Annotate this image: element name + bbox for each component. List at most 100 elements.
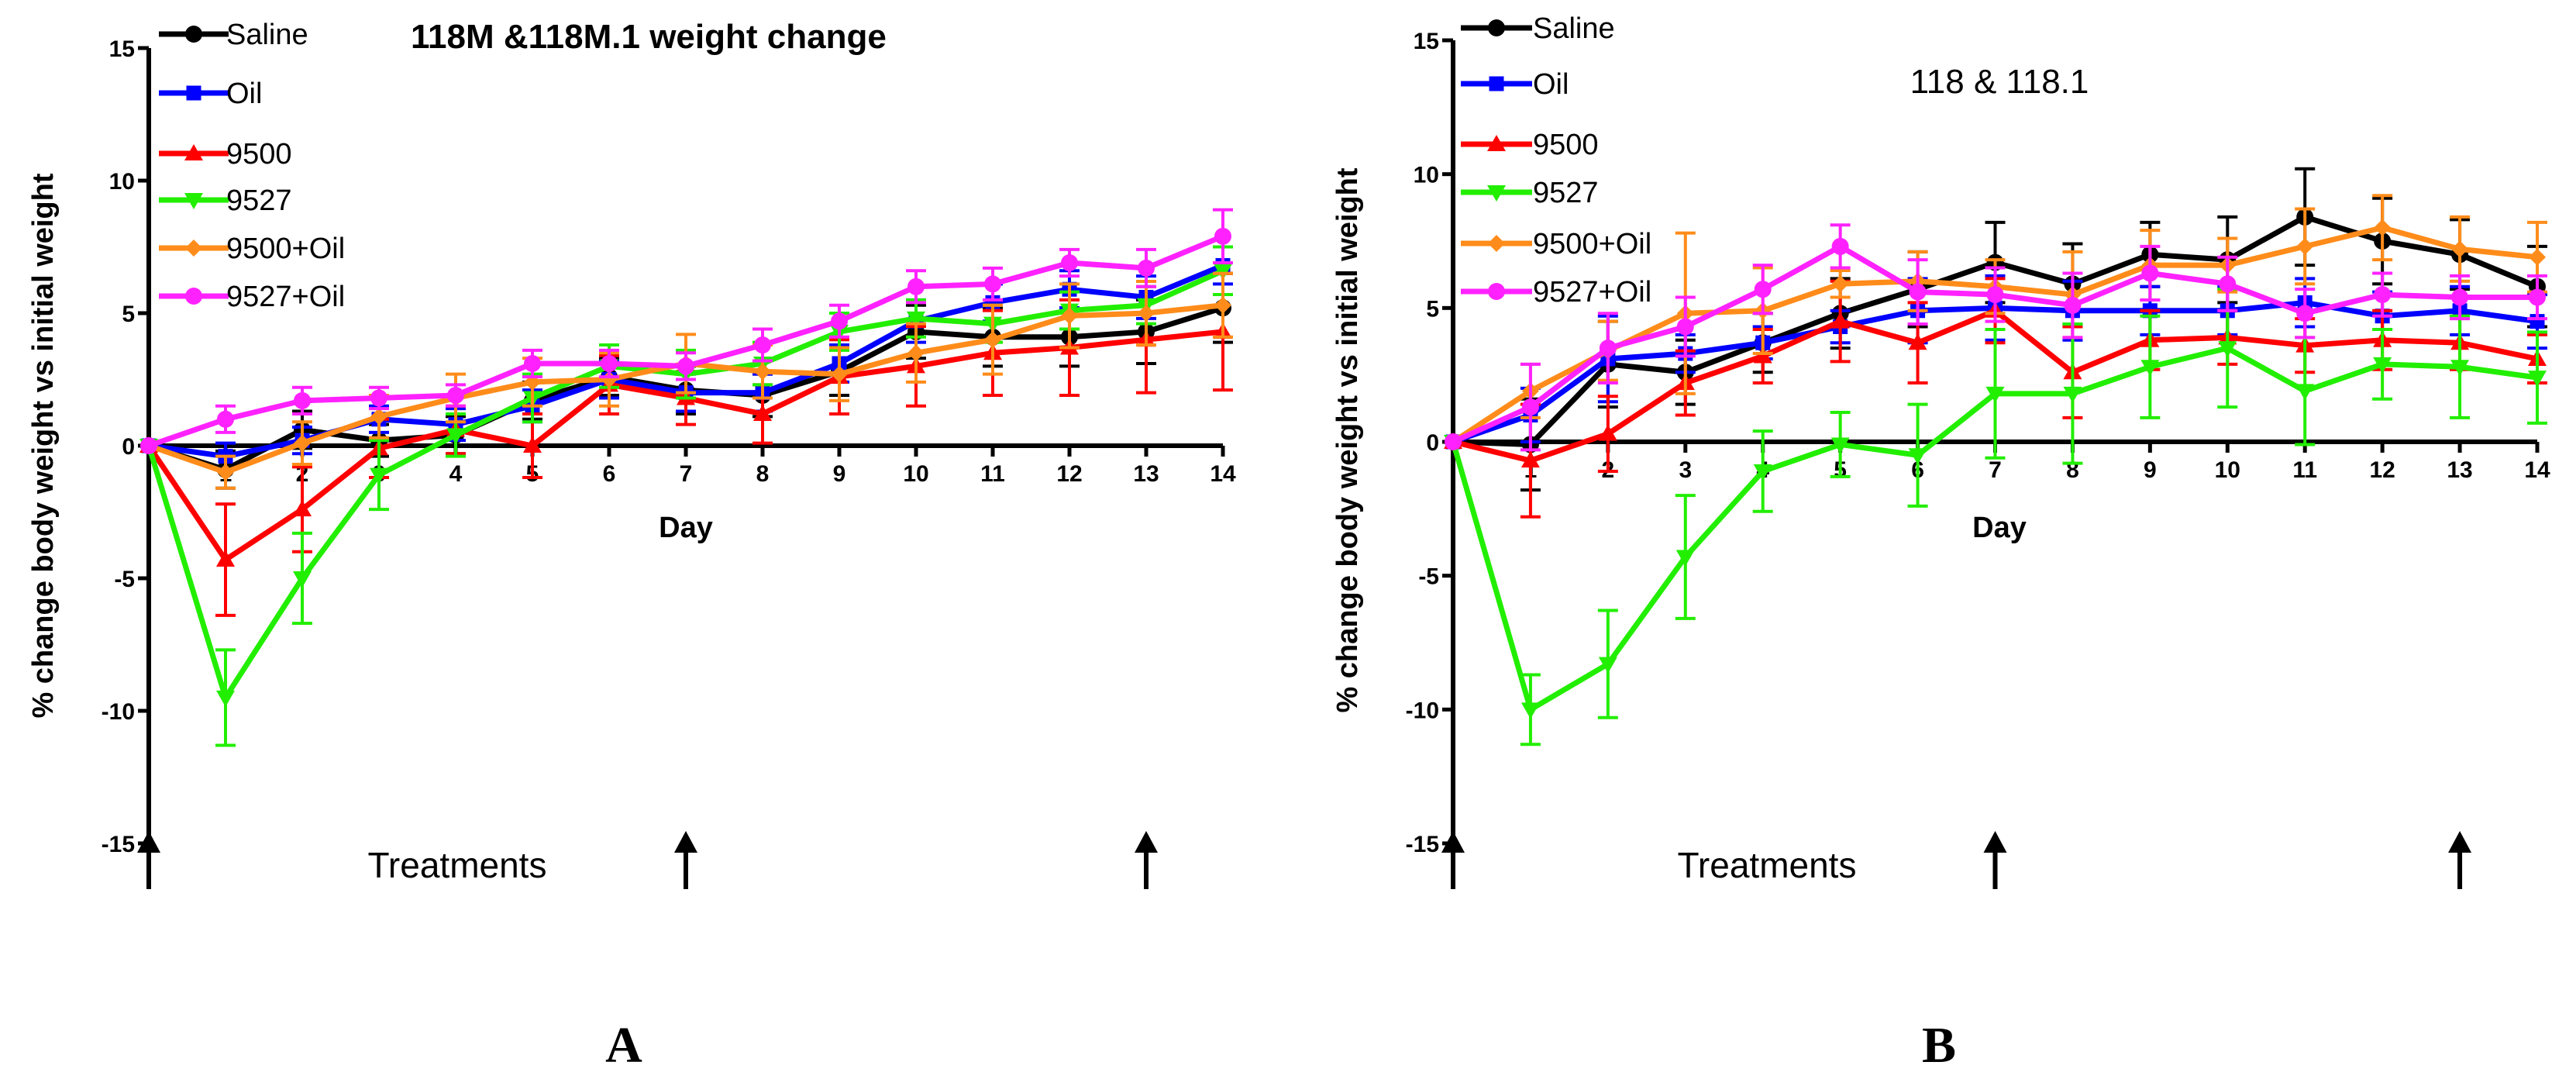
- data-point: [2451, 288, 2469, 306]
- data-point: [1909, 283, 1927, 301]
- legend-marker: [1488, 283, 1505, 300]
- data-point: [370, 467, 388, 484]
- series-9527+Oil: [140, 208, 1233, 454]
- data-point: [1520, 702, 1540, 719]
- y-tick-label: -15: [1406, 832, 1439, 857]
- x-tick-label: 12: [2369, 457, 2395, 483]
- legend-marker: [185, 240, 202, 257]
- data-point: [1598, 424, 1617, 441]
- legend-marker: [185, 288, 202, 305]
- data-point: [216, 550, 235, 567]
- x-tick-label: 14: [1210, 461, 1236, 487]
- y-tick-label: 5: [1426, 296, 1439, 322]
- treatment-arrow-icon: [674, 831, 697, 853]
- legend-marker: [185, 26, 202, 43]
- treatments-label: Treatments: [368, 845, 547, 885]
- data-point: [1061, 254, 1078, 272]
- data-point: [446, 428, 465, 445]
- y-tick-label: -5: [114, 567, 135, 592]
- data-point: [2529, 288, 2546, 306]
- data-point: [1986, 286, 2004, 304]
- y-tick-label: 15: [1414, 29, 1439, 54]
- x-tick-label: 4: [449, 461, 463, 487]
- data-point: [1061, 307, 1078, 325]
- data-point: [1520, 451, 1540, 468]
- data-point: [1521, 398, 1539, 416]
- data-point: [984, 275, 1001, 293]
- data-point: [2296, 237, 2314, 255]
- data-point: [140, 437, 157, 454]
- legend-label: 9500: [1533, 129, 1599, 161]
- data-point: [2373, 357, 2392, 374]
- chart-panel-B: -15-10-50510151234567891011121314Day% ch…: [1331, 12, 2550, 1074]
- data-point: [1985, 386, 2005, 403]
- data-point: [294, 434, 311, 452]
- data-point: [753, 404, 772, 421]
- data-point: [1214, 296, 1231, 314]
- data-point: [217, 464, 234, 481]
- data-point: [1831, 275, 1849, 293]
- data-point: [1830, 437, 1850, 454]
- data-point: [2450, 360, 2470, 377]
- legend-marker: [1488, 19, 1505, 36]
- data-point: [907, 278, 925, 295]
- data-point: [601, 371, 618, 388]
- x-tick-label: 8: [756, 461, 770, 487]
- x-tick-label: 3: [1679, 457, 1692, 483]
- x-tick-label: 13: [2447, 457, 2472, 483]
- x-tick-label: 12: [1056, 461, 1082, 487]
- y-tick-label: -15: [102, 832, 135, 857]
- x-tick-label: 7: [1989, 457, 2002, 483]
- panel-letter: A: [605, 1017, 642, 1074]
- data-point: [2374, 219, 2392, 236]
- legend-label: 9527+Oil: [226, 281, 345, 313]
- data-point: [1754, 281, 1772, 298]
- treatment-arrow-icon: [1135, 831, 1158, 853]
- x-tick-label: 11: [980, 461, 1005, 487]
- series-9527: [1444, 288, 2547, 746]
- legend: Saline Oil 9500 9527 9500+Oil 9527+Oil: [1461, 12, 1651, 309]
- x-tick-label: 11: [2292, 457, 2317, 483]
- data-point: [1138, 259, 1155, 277]
- x-axis-title: Day: [659, 512, 713, 544]
- data-point: [1138, 305, 1155, 322]
- x-tick-label: 10: [2215, 457, 2240, 483]
- data-point: [447, 387, 464, 405]
- y-tick-label: -5: [1418, 564, 1439, 590]
- data-point: [523, 436, 542, 453]
- x-tick-label: 14: [2524, 457, 2550, 483]
- y-axis-title: % change body weight vs initial weight: [1331, 167, 1364, 712]
- data-point: [1753, 464, 1772, 481]
- data-point: [524, 354, 541, 372]
- data-point: [2374, 286, 2392, 304]
- y-tick-label: 0: [122, 434, 135, 460]
- legend-label: Oil: [226, 78, 262, 110]
- data-point: [2295, 384, 2315, 401]
- data-point: [294, 391, 311, 409]
- chart-panel-A: -15-10-50510151234567891011121314Day% ch…: [27, 18, 1236, 1074]
- data-point: [1908, 333, 1927, 350]
- data-point: [2064, 296, 2082, 314]
- y-tick-label: -10: [102, 699, 135, 725]
- treatments-label: Treatments: [1678, 845, 1857, 885]
- data-point: [216, 690, 235, 707]
- legend-label: 9500: [226, 138, 292, 171]
- data-point: [1831, 237, 1849, 255]
- data-point: [1675, 550, 1695, 567]
- data-point: [1214, 227, 1231, 245]
- legend-marker: [184, 144, 203, 160]
- x-tick-label: 13: [1133, 461, 1159, 487]
- chart-title: 118 & 118.1: [1910, 63, 2089, 101]
- data-point: [2296, 305, 2314, 322]
- data-point: [2140, 360, 2160, 377]
- y-tick-label: 5: [122, 302, 135, 327]
- data-point: [831, 312, 848, 330]
- data-point: [907, 344, 925, 362]
- x-tick-label: 9: [2144, 457, 2157, 483]
- data-point: [907, 311, 925, 328]
- data-point: [1830, 312, 1850, 329]
- data-point: [2528, 371, 2547, 388]
- legend-label: 9527: [1533, 177, 1599, 209]
- treatment-arrow-icon: [1983, 831, 2007, 853]
